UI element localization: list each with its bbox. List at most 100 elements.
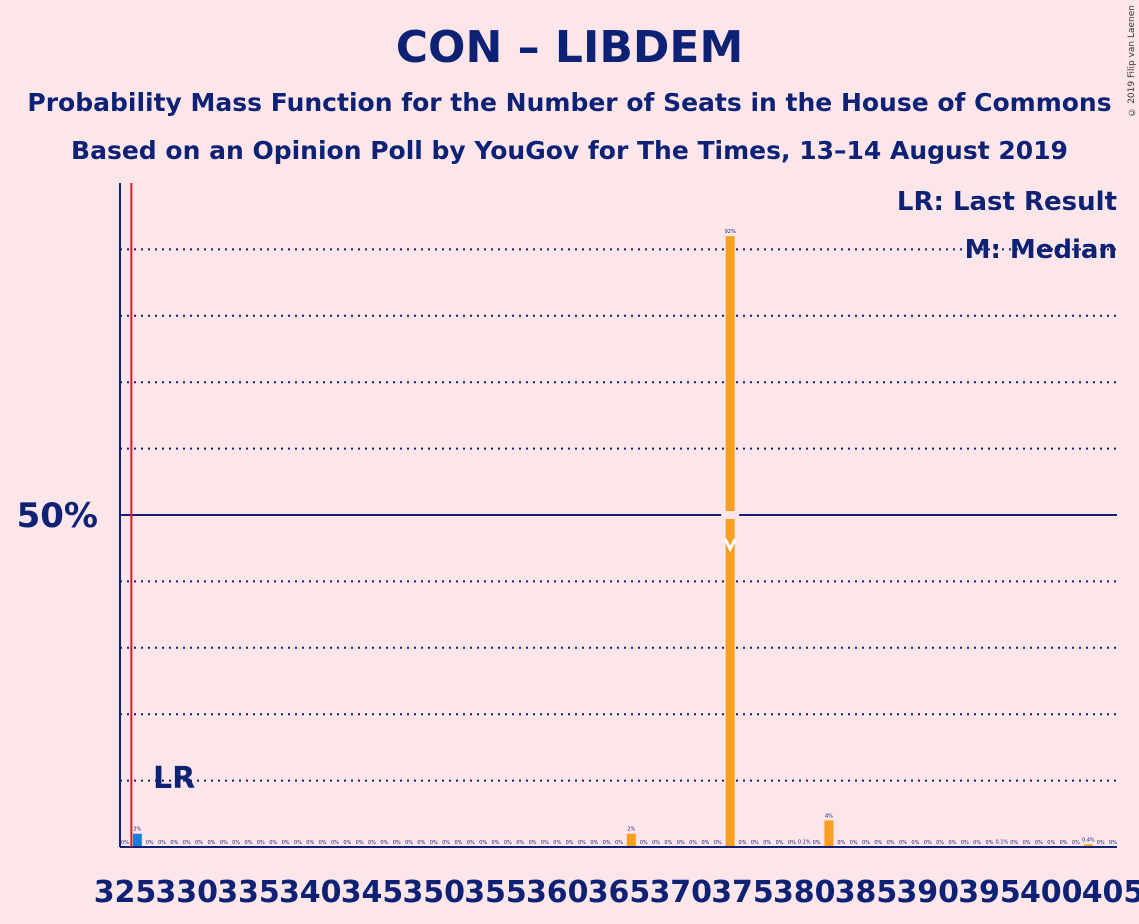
data-label-381: 0%	[813, 840, 821, 846]
data-label-395: 0%	[986, 840, 994, 846]
data-label-371: 0%	[689, 840, 697, 846]
x-tick-label-365: 365	[588, 875, 651, 910]
bar-382	[824, 820, 834, 847]
data-label-374: 92%	[725, 229, 736, 235]
median-gap	[721, 511, 740, 519]
data-label-357: 0%	[516, 840, 524, 846]
data-label-363: 0%	[590, 840, 598, 846]
x-tick-label-340: 340	[279, 875, 342, 910]
data-label-360: 0%	[553, 840, 561, 846]
data-label-337: 0%	[269, 840, 277, 846]
x-tick-label-395: 395	[958, 875, 1021, 910]
data-label-404: 0%	[1097, 840, 1105, 846]
data-label-349: 0%	[417, 840, 425, 846]
data-label-382: 4%	[825, 813, 833, 819]
data-label-385: 0%	[862, 840, 870, 846]
data-label-332: 0%	[207, 840, 215, 846]
bars	[132, 236, 1093, 847]
data-label-350: 0%	[430, 840, 438, 846]
data-label-325: 0%	[121, 840, 129, 846]
data-label-343: 0%	[343, 840, 351, 846]
data-label-397: 0%	[1010, 840, 1018, 846]
data-label-401: 0%	[1060, 840, 1068, 846]
x-tick-labels: 325 330 335 340 345 350 355 360 365 370 375 380 385 3…	[94, 875, 1139, 910]
data-label-380: 0.1%	[798, 839, 811, 845]
bar-326	[132, 833, 142, 847]
data-label-364: 0%	[603, 840, 611, 846]
legend-median: M: Median	[965, 235, 1117, 265]
data-labels: 0% 2% 0% 0% 0% 0% 0% 0% 0% 0% 0% 0% 0% 0% 0% 0% 0% 0% 0% 0%…	[121, 229, 1117, 846]
data-label-372: 0%	[701, 840, 709, 846]
x-tick-label-375: 375	[711, 875, 774, 910]
data-label-378: 0%	[776, 840, 784, 846]
legend-last-result: LR: Last Result	[897, 187, 1117, 217]
data-label-391: 0%	[936, 840, 944, 846]
data-label-348: 0%	[405, 840, 413, 846]
data-label-405: 0%	[1109, 840, 1117, 846]
data-label-367: 0%	[640, 840, 648, 846]
bar-403	[1083, 844, 1093, 847]
data-label-353: 0%	[467, 840, 475, 846]
chart-subtitle: Probability Mass Function for the Number…	[27, 88, 1112, 117]
data-label-394: 0%	[973, 840, 981, 846]
data-label-379: 0%	[788, 840, 796, 846]
data-label-393: 0%	[961, 840, 969, 846]
data-label-388: 0%	[899, 840, 907, 846]
data-label-396: 0.1%	[995, 839, 1008, 845]
y-tick-label-50: 50%	[17, 496, 98, 536]
data-label-402: 0%	[1072, 840, 1080, 846]
x-tick-label-335: 335	[217, 875, 280, 910]
data-label-390: 0%	[924, 840, 932, 846]
x-tick-label-360: 360	[526, 875, 589, 910]
data-label-333: 0%	[220, 840, 228, 846]
x-tick-label-385: 385	[835, 875, 898, 910]
data-label-355: 0%	[492, 840, 500, 846]
data-label-327: 0%	[146, 840, 154, 846]
data-label-376: 0%	[751, 840, 759, 846]
data-label-373: 0%	[714, 840, 722, 846]
chart-subtitle-source: Based on an Opinion Poll by YouGov for T…	[71, 136, 1068, 165]
data-label-400: 0%	[1047, 840, 1055, 846]
data-label-345: 0%	[368, 840, 376, 846]
x-tick-label-355: 355	[464, 875, 527, 910]
data-label-359: 0%	[541, 840, 549, 846]
data-label-338: 0%	[282, 840, 290, 846]
data-label-377: 0%	[763, 840, 771, 846]
data-label-387: 0%	[887, 840, 895, 846]
data-label-330: 0%	[183, 840, 191, 846]
x-tick-label-325: 325	[94, 875, 157, 910]
data-label-403: 0.4%	[1082, 837, 1095, 843]
data-label-342: 0%	[331, 840, 339, 846]
data-label-344: 0%	[356, 840, 364, 846]
data-label-334: 0%	[232, 840, 240, 846]
chart-title: CON – LIBDEM	[395, 22, 744, 73]
x-tick-label-370: 370	[649, 875, 712, 910]
data-label-351: 0%	[442, 840, 450, 846]
x-tick-label-330: 330	[155, 875, 218, 910]
data-label-384: 0%	[850, 840, 858, 846]
data-label-329: 0%	[170, 840, 178, 846]
data-label-370: 0%	[677, 840, 685, 846]
data-label-366: 2%	[627, 827, 635, 833]
data-label-346: 0%	[380, 840, 388, 846]
data-label-386: 0%	[874, 840, 882, 846]
x-tick-label-345: 345	[341, 875, 404, 910]
data-label-347: 0%	[393, 840, 401, 846]
data-label-335: 0%	[245, 840, 253, 846]
data-label-392: 0%	[948, 840, 956, 846]
bar-374	[725, 236, 735, 847]
data-label-358: 0%	[529, 840, 537, 846]
data-label-341: 0%	[319, 840, 327, 846]
last-result-label: LR	[153, 761, 195, 796]
data-label-369: 0%	[664, 840, 672, 846]
data-label-336: 0%	[257, 840, 265, 846]
data-label-326: 2%	[133, 827, 141, 833]
x-tick-label-400: 400	[1020, 875, 1083, 910]
data-label-383: 0%	[837, 840, 845, 846]
data-label-399: 0%	[1035, 840, 1043, 846]
data-label-331: 0%	[195, 840, 203, 846]
bar-366	[626, 833, 636, 847]
data-label-368: 0%	[652, 840, 660, 846]
median-marker	[723, 538, 737, 553]
